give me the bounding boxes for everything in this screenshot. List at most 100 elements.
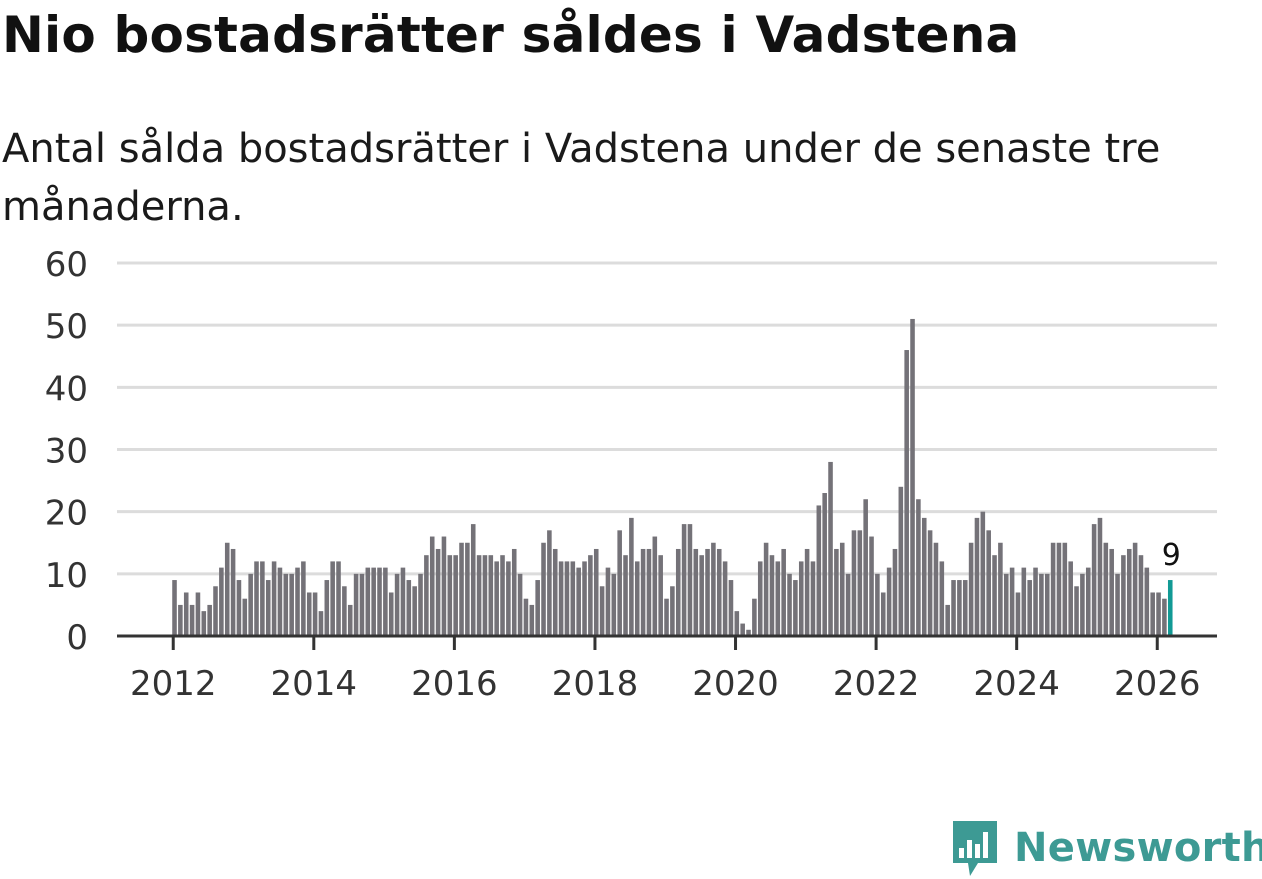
bar [1056,542,1062,636]
bar [652,536,658,636]
x-tick-label: 2018 [552,664,639,704]
bar [1080,573,1085,636]
bar [699,555,704,636]
bar [1033,567,1038,636]
bar [769,555,775,636]
bar-highlight [1167,580,1173,636]
bar [588,555,593,636]
bar [1003,573,1009,636]
bar [599,586,605,636]
bar [992,555,997,636]
bar [722,561,728,636]
bar [283,573,289,636]
bar [295,567,300,636]
bar [828,461,833,636]
bar [1074,586,1079,636]
bar [488,555,494,636]
bar [939,561,945,636]
bar [617,530,622,636]
bar [1156,592,1161,636]
bar [734,611,740,636]
bar [359,573,365,636]
bar [693,548,699,636]
bar [1068,561,1073,636]
bar [582,561,587,636]
bar [178,604,183,636]
bar [716,548,722,636]
bar [1009,567,1015,636]
bar [435,548,441,636]
bar [1085,567,1091,636]
bar [195,592,201,636]
bar [342,586,347,636]
bar [746,629,751,636]
bar [459,542,464,636]
bar [1144,567,1150,636]
bar [418,573,423,636]
bar [623,555,628,636]
newsworthy-logo[interactable]: Newsworthy [950,818,1262,878]
bar [1044,573,1050,636]
chart-title: Nio bostadsrätter såldes i Vadstena [2,6,1020,64]
bar [500,555,505,636]
bar [863,499,868,636]
bar [1039,573,1044,636]
bar [1121,555,1126,636]
bar [447,555,453,636]
bar [230,548,236,636]
bar [394,573,400,636]
bar [593,548,599,636]
bar [265,580,271,636]
bar [400,567,406,636]
bar [529,604,535,636]
bar [634,561,640,636]
y-tick-label: 40 [45,369,88,409]
bar [875,573,880,636]
bar [248,573,253,636]
y-tick-label: 30 [45,432,88,472]
bar [482,555,488,636]
bar [219,567,224,636]
bar [1091,524,1097,636]
bar [658,555,663,636]
bar [851,530,857,636]
bar [898,486,904,636]
bar [810,561,816,636]
bar [552,548,558,636]
bar [816,505,822,636]
bar [798,561,804,636]
bar [804,548,810,636]
bar [822,493,827,636]
bar [377,567,382,636]
bars [172,318,1173,636]
bar [945,604,950,636]
bar [1138,555,1144,636]
bar [576,567,581,636]
bar [629,517,634,636]
bar [763,542,769,636]
bar [207,604,212,636]
bar [675,548,681,636]
bar [236,580,242,636]
bar [224,542,230,636]
bar [353,573,359,636]
x-tick-label: 2014 [271,664,358,704]
bar [412,586,417,636]
bar [242,598,248,636]
bar [172,580,177,636]
bar [189,604,195,636]
bar [511,548,517,636]
y-tick-label: 0 [66,618,88,658]
bar [254,561,259,636]
bar [1021,567,1027,636]
x-axis: 2012 2014 2016 2018 2020 2022 2024 2026 [117,634,1217,704]
bar [547,530,552,636]
bar [793,580,798,636]
bar [1150,592,1155,636]
bar [962,580,968,636]
bar [998,542,1003,636]
data-labels: 9 [1162,538,1181,573]
bar [1162,598,1167,636]
bar [705,548,710,636]
